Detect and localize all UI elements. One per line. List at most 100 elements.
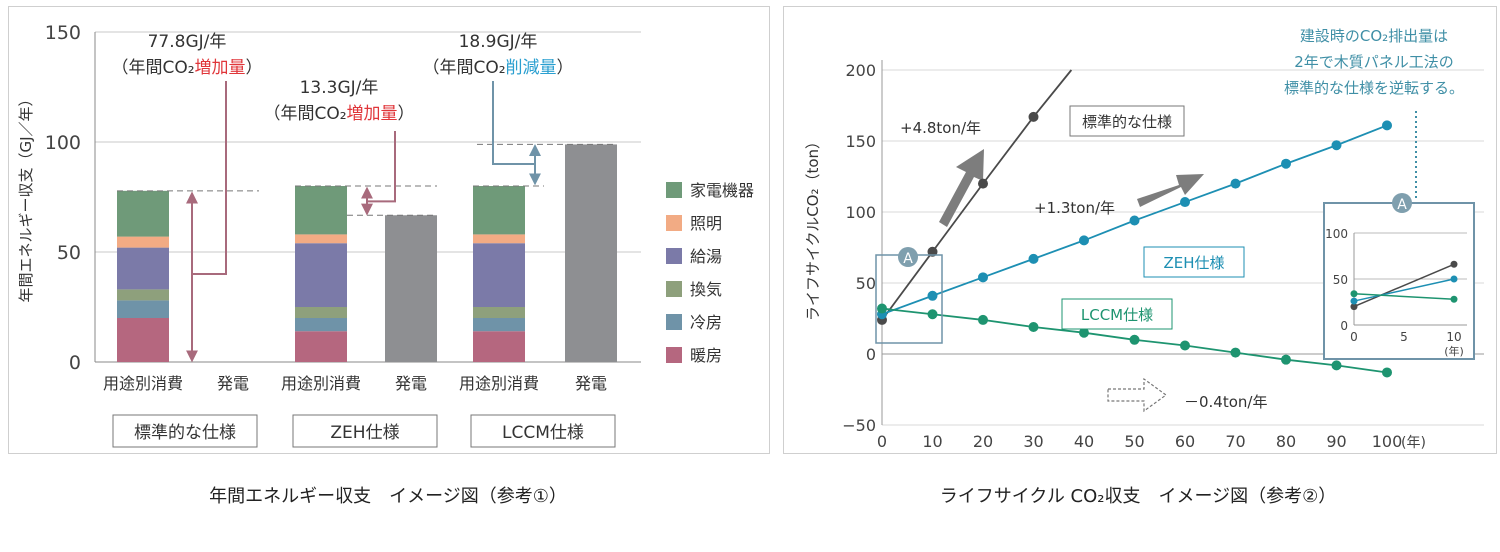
data-point-ZEH仕様 bbox=[1180, 197, 1190, 208]
caption-lifecycle-co2: ライフサイクル CO₂収支 イメージ図（参考②） bbox=[939, 486, 1337, 507]
data-point-ZEH仕様 bbox=[1331, 140, 1342, 151]
series-line-標準的な仕様 bbox=[881, 69, 1073, 321]
inset-x-tick-label: 10 bbox=[1446, 330, 1461, 344]
x-tick-label: 0 bbox=[877, 432, 887, 451]
x-tick-label: 70 bbox=[1225, 432, 1245, 451]
data-point-LCCM仕様 bbox=[1129, 334, 1140, 345]
legend-swatch bbox=[666, 182, 682, 198]
data-point-LCCM仕様 bbox=[1079, 327, 1089, 338]
bar-segment-冷房 bbox=[473, 318, 525, 332]
annotation-prefix: （年間CO₂ bbox=[111, 58, 194, 78]
bar-segment-発電 bbox=[385, 215, 437, 362]
data-point-LCCM仕様 bbox=[1028, 322, 1039, 333]
x-tick-label: 40 bbox=[1074, 432, 1094, 451]
legend-label: 給湯 bbox=[690, 247, 722, 266]
data-point-ZEH仕様 bbox=[1028, 253, 1039, 264]
x-category-label: 用途別消費 bbox=[281, 374, 361, 393]
inset-y-tick-label: 50 bbox=[1333, 273, 1348, 287]
group-label-box bbox=[112, 414, 258, 448]
legend-label: 家電機器 bbox=[690, 181, 754, 200]
annotation-suffix: ） bbox=[398, 104, 415, 124]
x-tick-label: 10 bbox=[922, 432, 942, 451]
bar-segment-照明 bbox=[473, 234, 525, 244]
legend-swatch bbox=[666, 281, 682, 297]
bar-segment-暖房 bbox=[473, 331, 525, 362]
marker-a-label: A bbox=[903, 251, 913, 267]
x-category-label: 発電 bbox=[217, 374, 249, 393]
inset-data-point-ZEH仕様 bbox=[1350, 297, 1358, 305]
data-point-ZEH仕様 bbox=[927, 290, 938, 301]
legend-swatch bbox=[666, 215, 682, 231]
inset-marker-a-label: A bbox=[1397, 197, 1407, 213]
inset-x-tick-label: 0 bbox=[1350, 330, 1358, 344]
trend-arrow-flat-icon bbox=[1107, 377, 1168, 413]
bar-segment-冷房 bbox=[295, 318, 347, 332]
x-category-label: 用途別消費 bbox=[459, 374, 539, 393]
annotation-suffix: ） bbox=[246, 58, 263, 78]
annotation-suffix: ） bbox=[557, 58, 574, 78]
caption-energy-balance: 年間エネルギー収支 イメージ図（参考①） bbox=[209, 486, 567, 507]
annotation-leader-line bbox=[492, 81, 535, 165]
group-label: ZEH仕様 bbox=[330, 423, 399, 443]
series-name-box bbox=[1069, 105, 1185, 137]
legend-swatch bbox=[666, 347, 682, 363]
inset-frame bbox=[1323, 202, 1475, 360]
bar-segment-家電機器 bbox=[117, 190, 169, 237]
y-tick-label: 100 bbox=[45, 132, 81, 154]
inset-series-line-LCCM仕様 bbox=[1353, 292, 1455, 300]
data-point-LCCM仕様 bbox=[978, 314, 988, 325]
legend-label: 照明 bbox=[690, 214, 722, 233]
trend-arrow-up-icon bbox=[939, 149, 984, 227]
series-name-label: 標準的な仕様 bbox=[1082, 113, 1172, 131]
series-name-label: LCCM仕様 bbox=[1081, 306, 1153, 324]
energy-balance-chart: 0 50 100 150 年間エネルギー収支（GJ／年） 用途別消費 発電 用途別消費 発電 用途… bbox=[17, 22, 754, 448]
data-point-LCCM仕様 bbox=[927, 309, 938, 320]
bar-segment-暖房 bbox=[117, 318, 169, 362]
inset-data-point-標準的な仕様 bbox=[1450, 260, 1458, 268]
x-tick-label: 50 bbox=[1124, 432, 1144, 451]
inset-data-point-LCCM仕様 bbox=[1350, 290, 1358, 298]
x-tick-label: 80 bbox=[1276, 432, 1296, 451]
trend-arrow-right-icon bbox=[1137, 174, 1204, 207]
series-name-box bbox=[1143, 246, 1245, 278]
energy-balance-panel: 0 50 100 150 年間エネルギー収支（GJ／年） 用途別消費 発電 用途別消費 発電 用途… bbox=[8, 6, 770, 454]
bar-segment-給湯 bbox=[295, 243, 347, 307]
y-tick-label: 150 bbox=[45, 22, 81, 44]
inset-x-unit: (年) bbox=[1444, 344, 1464, 358]
annotation-value: 18.9GJ/年 bbox=[459, 32, 538, 52]
note-line: 2年で木質パネル工法の bbox=[1294, 53, 1454, 71]
bar-segment-給湯 bbox=[473, 243, 525, 307]
x-tick-label: 100 bbox=[1372, 432, 1403, 451]
y-tick-label: 200 bbox=[845, 61, 876, 80]
inset-y-tick-label: 100 bbox=[1325, 227, 1348, 241]
annotation-prefix: （年間CO₂ bbox=[422, 58, 505, 78]
x-tick-label: 30 bbox=[1023, 432, 1043, 451]
inset-data-point-ZEH仕様 bbox=[1450, 275, 1458, 283]
y-axis-label: 年間エネルギー収支（GJ／年） bbox=[17, 91, 35, 302]
x-tick-label: 90 bbox=[1326, 432, 1346, 451]
note-line: 建設時のCO₂排出量は bbox=[1300, 27, 1448, 45]
bar-segment-家電機器 bbox=[295, 186, 347, 235]
data-point-LCCM仕様 bbox=[1382, 367, 1392, 378]
data-point-ZEH仕様 bbox=[978, 272, 988, 283]
rate-label: －0.4ton/年 bbox=[1184, 393, 1267, 411]
inset-marker-a-badge bbox=[1392, 193, 1412, 213]
bar-segment-暖房 bbox=[295, 331, 347, 362]
annotation-value: 13.3GJ/年 bbox=[300, 78, 379, 98]
y-tick-label: −50 bbox=[842, 416, 876, 435]
series-name-label: ZEH仕様 bbox=[1163, 254, 1224, 272]
annotation-highlight: 増加量 bbox=[195, 58, 246, 78]
annotation-co2-label: （年間CO₂増加量） bbox=[263, 104, 414, 124]
legend-swatch bbox=[666, 248, 682, 264]
bar-segment-換気 bbox=[473, 307, 525, 318]
y-tick-label: 50 bbox=[57, 242, 81, 264]
legend-swatch bbox=[666, 314, 682, 330]
group-label: 標準的な仕様 bbox=[134, 423, 236, 443]
inset-series-line-標準的な仕様 bbox=[1353, 263, 1455, 308]
inset-y-tick-label: 0 bbox=[1340, 319, 1348, 333]
bar-segment-給湯 bbox=[117, 247, 169, 290]
annotation-value: 77.8GJ/年 bbox=[148, 32, 227, 52]
lifecycle-co2-panel: −50 0 50 100 150 200 0 10 20 30 40 50 60 70 80 90 100 (年)… bbox=[783, 6, 1497, 454]
annotation-highlight: 増加量 bbox=[347, 104, 398, 124]
